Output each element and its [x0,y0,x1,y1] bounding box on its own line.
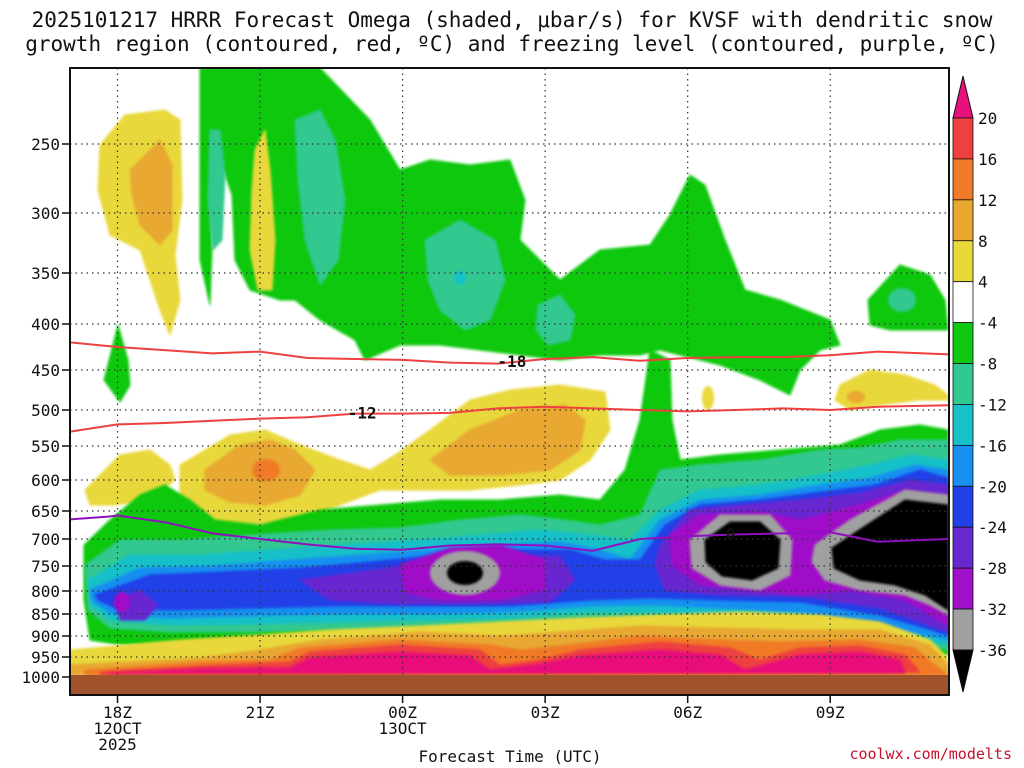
y-tick-label: 1000 [21,668,60,687]
colorbar-swatch [952,281,974,324]
omega-shading [70,68,949,676]
omega-region [429,404,586,476]
omega-region [109,649,906,674]
y-tick-label: 500 [31,401,60,420]
colorbar-label: 12 [978,191,997,210]
y-tick-label: 350 [31,264,60,283]
x-tick-label: 18Z [103,703,132,722]
x-tick-label: 06Z [673,703,702,722]
omega-region [447,561,483,585]
omega-region [249,129,276,291]
chart-title-line1: 2025101217 HRRR Forecast Omega (shaded, … [31,8,993,32]
x-axis-label: Forecast Time (UTC) [418,747,601,766]
omega-region [207,129,226,251]
omega-region [831,499,949,611]
colorbar-swatch [952,240,974,283]
omega-region [702,386,714,410]
colorbar-swatch [952,444,974,487]
y-tick-label: 950 [31,648,60,667]
colorbar-label: -12 [978,395,1007,414]
colorbar-label: 8 [978,232,988,251]
colorbar-swatch [952,567,974,610]
colorbar-label: -32 [978,600,1007,619]
x-tick-label: 12OCT [93,719,142,738]
colorbar-label: 16 [978,150,997,169]
contour-line [70,514,949,552]
y-tick-label: 450 [31,361,60,380]
colorbar-label: 20 [978,109,997,128]
y-tick-label: 550 [31,437,60,456]
colorbar-label: -28 [978,559,1007,578]
x-tick-label: 2025 [98,735,137,754]
colorbar-swatch [952,608,974,651]
contour-label: 0 [726,525,736,544]
colorbar-swatch [952,363,974,405]
y-tick-label: 650 [31,502,60,521]
credit-text: coolwx.com/modelts [849,745,1012,763]
colorbar-label: -36 [978,641,1007,660]
colorbar: 20 16 12 8 4 -4 -8 -12 -16 -20 -24 -28 -32 -36 [952,75,1007,693]
x-tick-label: 00Z [388,703,417,722]
colorbar-label: -20 [978,477,1007,496]
contour-label: -12 [348,404,377,423]
colorbar-swatch [952,404,974,446]
y-tick-label: 700 [31,530,60,549]
omega-region [454,271,466,285]
omega-region [888,288,916,312]
colorbar-swatch [952,158,974,201]
colorbar-label: -24 [978,518,1007,537]
omega-region [129,139,173,246]
y-tick-label: 900 [31,627,60,646]
y-tick-label: 600 [31,471,60,490]
colorbar-swatch [952,75,974,119]
colorbar-swatch [952,526,974,569]
x-tick-label: 03Z [531,703,560,722]
ground-surface [70,675,949,695]
y-tick-label: 400 [31,315,60,334]
colorbar-label: -4 [978,314,997,333]
colorbar-swatch [952,322,974,364]
contour-line [70,404,949,433]
x-tick-label: 13OCT [379,719,428,738]
y-tick-label: 850 [31,605,60,624]
temperature-contours: -18 -12 0 [70,341,949,552]
colorbar-swatch [952,199,974,242]
contour-line [70,341,949,365]
colorbar-swatch [952,117,974,160]
y-tick-label: 750 [31,557,60,576]
colorbar-swatch [952,485,974,528]
x-tick-label: 21Z [246,703,275,722]
omega-region [294,109,346,286]
plot-frame [69,67,950,696]
y-tick-label: 300 [31,204,60,223]
y-tick-label: 800 [31,582,60,601]
contour-label: -18 [497,352,526,371]
colorbar-label: -8 [978,355,997,374]
y-tick-label: 250 [31,135,60,154]
colorbar-swatch [952,649,974,693]
omega-region [252,459,280,481]
x-tick-label: 09Z [816,703,845,722]
omega-region [847,391,865,403]
omega-region [704,521,781,581]
y-axis: 250 300 350 400 450 500 550 600 650 700 750 800 850 9… [21,135,70,687]
omega-region [114,592,130,612]
omega-upper-rising [199,68,841,396]
colorbar-label: -16 [978,436,1007,455]
colorbar-label: 4 [978,273,988,292]
chart-title-line2: growth region (contoured, red, ºC) and f… [25,32,999,56]
omega-region [535,294,576,346]
